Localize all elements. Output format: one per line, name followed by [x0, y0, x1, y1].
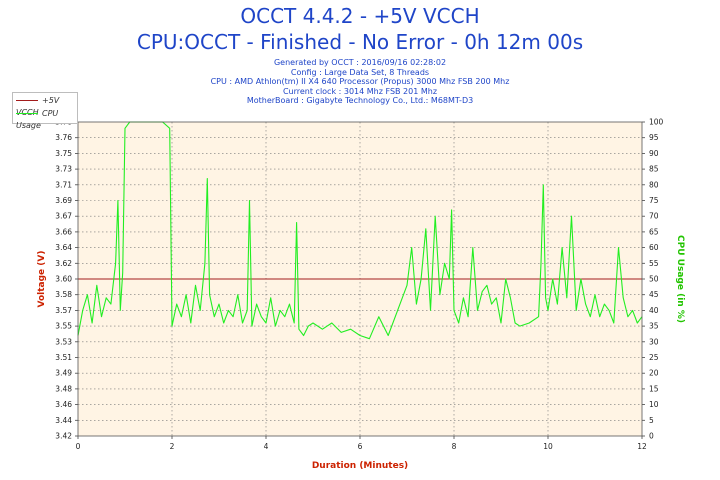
- x-tick-label: 4: [264, 442, 269, 451]
- y2-tick-label: 60: [649, 243, 659, 252]
- series-group: [77, 121, 643, 340]
- y-tick-label: 3.49: [55, 369, 72, 378]
- y-tick-label: 3.66: [55, 227, 72, 236]
- x-tick-label: 12: [637, 442, 647, 451]
- y2-tick-label: 20: [649, 369, 659, 378]
- y-tick-label: 3.57: [55, 306, 72, 315]
- y2-tick-label: 40: [649, 306, 659, 315]
- x-tick-label: 6: [358, 442, 363, 451]
- y2-tick-label: 50: [649, 275, 659, 284]
- x-tick-label: 10: [543, 442, 553, 451]
- y2-tick-label: 45: [649, 290, 659, 299]
- legend-swatch-voltage: [16, 100, 38, 101]
- y2-tick-label: 35: [649, 322, 659, 331]
- info-clock: Current clock : 3014 Mhz FSB 201 Mhz: [282, 86, 438, 96]
- y2-tick-label: 10: [649, 400, 659, 409]
- y-axis-label: Voltage (V): [37, 251, 47, 308]
- info-cpu: CPU : AMD Athlon(tm) II X4 640 Processor…: [210, 77, 510, 87]
- y-tick-label: 3.67: [55, 212, 72, 221]
- legend-label-voltage: +5V VCCH: [16, 96, 60, 117]
- y-tick-label: 3.71: [55, 180, 72, 189]
- legend-label-cpu: CPU Usage: [16, 109, 59, 130]
- x-tick-label: 8: [452, 442, 457, 451]
- y-tick-label: 3.51: [55, 353, 72, 362]
- y-tick-label: 3.62: [55, 259, 72, 268]
- y2-tick-label: 90: [649, 149, 659, 158]
- info-generated: Generated by OCCT : 2016/09/16 02:28:02: [273, 58, 447, 67]
- info-motherboard: MotherBoard : Gigabyte Technology Co., L…: [246, 96, 474, 106]
- y-tick-label: 3.76: [55, 133, 72, 142]
- y2-tick-label: 55: [649, 259, 659, 268]
- y2-axis-label: CPU Usage (in %): [675, 235, 685, 323]
- y2-tick-label: 25: [649, 353, 659, 362]
- legend-item-voltage: +5V VCCH: [16, 95, 77, 117]
- y2-tick-label: 30: [649, 337, 659, 346]
- legend-item-cpu: CPU Usage: [16, 108, 77, 130]
- axes: [75, 121, 645, 439]
- info-config: Config : Large Data Set, 8 Threads: [290, 67, 430, 77]
- legend: +5V VCCH CPU Usage: [12, 92, 78, 130]
- x-tick-label: 0: [76, 442, 81, 451]
- y-tick-label: 3.53: [55, 337, 72, 346]
- y-tick-label: 3.69: [55, 196, 72, 205]
- y2-tick-label: 95: [649, 133, 659, 142]
- y2-tick-label: 85: [649, 165, 659, 174]
- y2-tick-label: 100: [649, 118, 664, 127]
- y2-tick-label: 5: [649, 416, 654, 425]
- chart-title: OCCT 4.4.2 - +5V VCCH: [240, 4, 480, 28]
- y-tick-label: 3.73: [55, 165, 72, 174]
- legend-swatch-cpu: [16, 113, 38, 114]
- y-tick-label: 3.64: [55, 243, 72, 252]
- y2-tick-label: 80: [649, 180, 659, 189]
- y2-tick-label: 65: [649, 227, 659, 236]
- y2-tick-label: 15: [649, 384, 659, 393]
- y2-tick-label: 75: [649, 196, 659, 205]
- y-tick-label: 3.44: [55, 416, 72, 425]
- y2-tick-label: 70: [649, 212, 659, 221]
- x-axis-label: Duration (Minutes): [312, 461, 408, 471]
- y-tick-label: 3.60: [55, 275, 72, 284]
- plot-border: [77, 121, 643, 437]
- y-tick-label: 3.42: [55, 432, 72, 441]
- y-tick-label: 3.48: [55, 384, 72, 393]
- y-tick-label: 3.55: [55, 322, 72, 331]
- y-tick-label: 3.75: [55, 149, 72, 158]
- chart-subtitle: CPU:OCCT - Finished - No Error - 0h 12m …: [136, 30, 584, 54]
- x-tick-label: 2: [170, 442, 175, 451]
- y2-tick-label: 0: [649, 432, 654, 441]
- cpu-usage-series-line: [77, 121, 643, 340]
- y-tick-label: 3.46: [55, 400, 72, 409]
- y-tick-label: 3.58: [55, 290, 72, 299]
- system-info: Generated by OCCT : 2016/09/16 02:28:02 …: [0, 58, 720, 106]
